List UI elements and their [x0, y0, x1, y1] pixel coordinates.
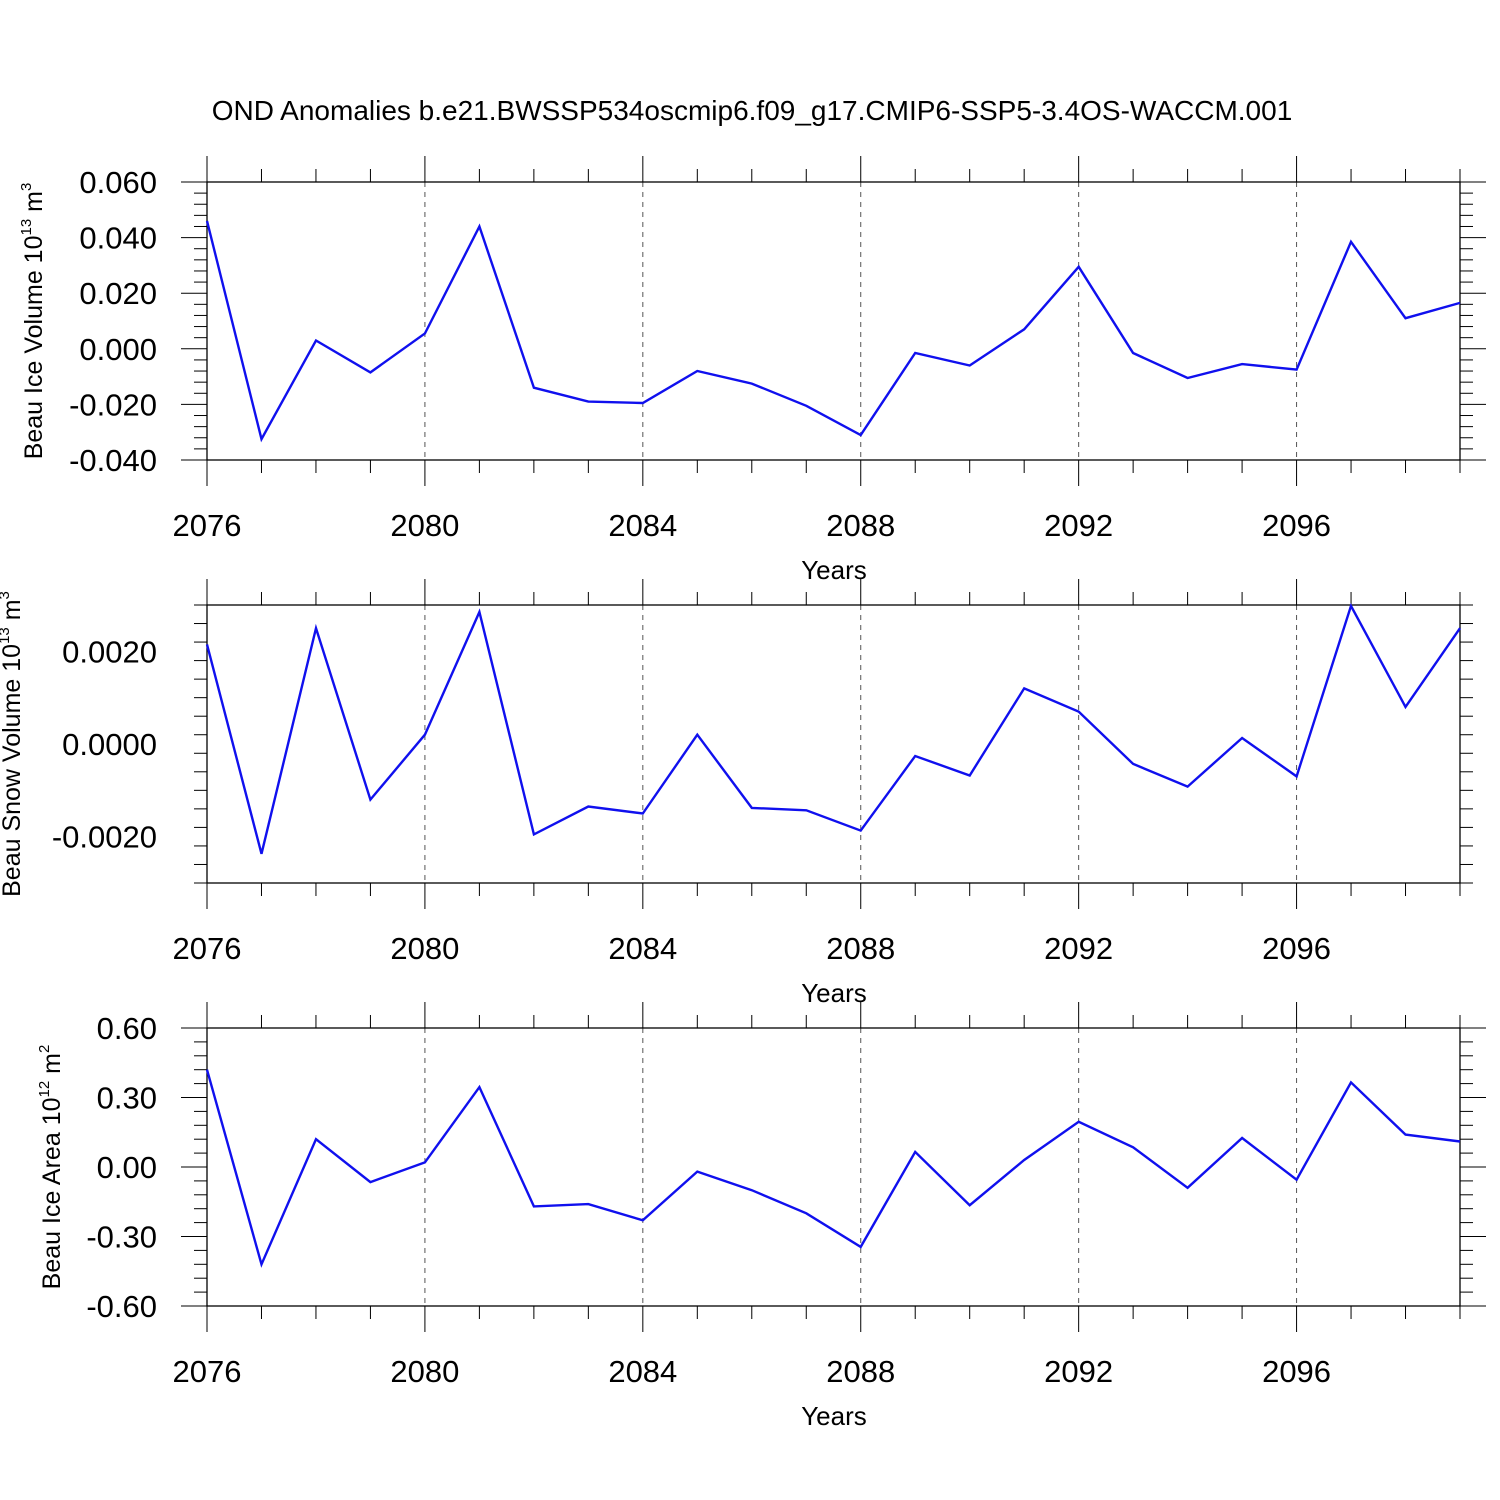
series-line: [205, 1069, 1461, 1268]
panel-1: 0.060 0.040 0.020 0.000 -0.020 -0.040 2076 2080…: [18, 156, 1486, 585]
x-tick-label: 2096: [1262, 1354, 1331, 1389]
y-tick-label: -0.020: [69, 387, 157, 422]
plot-frame: [206, 604, 1461, 884]
plot-frame: [206, 181, 1461, 461]
x-tick-label: 2076: [173, 508, 242, 543]
y-axis-label-text: Beau Ice Volume 10: [20, 236, 48, 460]
x-axis-label: Years: [801, 1401, 867, 1431]
y-axis-label-unit: m: [0, 599, 26, 627]
x-axis-label: Years: [801, 555, 867, 585]
x-tick-label: 2092: [1044, 508, 1113, 543]
y-tick-label: 0.30: [97, 1081, 157, 1116]
y-tick-label: -0.0020: [52, 820, 157, 855]
y-axis-label-exponent: 13: [18, 219, 35, 236]
x-tick-label: 2084: [608, 508, 677, 543]
x-tick-label: 2084: [608, 1354, 677, 1389]
y-axis-label-unit: m: [20, 191, 48, 219]
y-tick-label: 0.0020: [62, 634, 157, 669]
x-tick-label: 2096: [1262, 508, 1331, 543]
y-tick-label: 0.0000: [62, 727, 157, 762]
x-tick-label: 2096: [1262, 931, 1331, 966]
y-axis-label-exponent: 12: [36, 1081, 53, 1098]
x-tick-label: 2092: [1044, 931, 1113, 966]
y-axis-label: Beau Ice Area 1012 m2: [36, 1045, 66, 1290]
x-tick-label: 2080: [390, 508, 459, 543]
x-tick-label: 2080: [390, 1354, 459, 1389]
y-axis-label: Beau Snow Volume 1013 m3: [0, 591, 26, 897]
y-tick-label: 0.040: [79, 221, 157, 256]
y-axis-label-unit: m: [38, 1053, 66, 1081]
x-tick-label: 2088: [826, 931, 895, 966]
x-tick-label: 2080: [390, 931, 459, 966]
y-axis-label-unit-exponent: 3: [0, 591, 13, 599]
y-axis-label-unit-exponent: 2: [36, 1045, 53, 1053]
x-tick-label: 2076: [173, 931, 242, 966]
y-axis-label-unit-exponent: 3: [18, 183, 35, 191]
y-tick-label: -0.60: [86, 1289, 157, 1324]
x-axis-label: Years: [801, 978, 867, 1008]
y-axis-label-text: Beau Snow Volume 10: [0, 644, 26, 897]
panel-3: 0.60 0.30 0.00 -0.30 -0.60 2076 2080 2084 2088 20…: [36, 1002, 1486, 1431]
y-tick-label: 0.60: [97, 1011, 157, 1046]
y-tick-label: -0.30: [86, 1220, 157, 1255]
series-line: [205, 602, 1461, 855]
x-tick-label: 2092: [1044, 1354, 1113, 1389]
x-tick-label: 2088: [826, 508, 895, 543]
series-line: [205, 220, 1461, 443]
x-tick-label: 2088: [826, 1354, 895, 1389]
y-axis-label-exponent: 13: [0, 627, 13, 644]
y-axis-label: Beau Ice Volume 1013 m3: [18, 183, 48, 460]
y-tick-label: 0.020: [79, 276, 157, 311]
y-tick-label: 0.00: [97, 1150, 157, 1185]
y-tick-label: -0.040: [69, 443, 157, 478]
plot-frame: [206, 1027, 1461, 1307]
y-axis-label-text: Beau Ice Area 10: [38, 1098, 66, 1290]
y-tick-label: 0.060: [79, 165, 157, 200]
panel-2: 0.0020 0.0000 -0.0020 2076 2080 2084 2088 2092 2…: [0, 579, 1473, 1008]
x-tick-label: 2084: [608, 931, 677, 966]
figure-title: OND Anomalies b.e21.BWSSP534oscmip6.f09_…: [212, 95, 1293, 126]
y-tick-label: 0.000: [79, 332, 157, 367]
x-tick-label: 2076: [173, 1354, 242, 1389]
